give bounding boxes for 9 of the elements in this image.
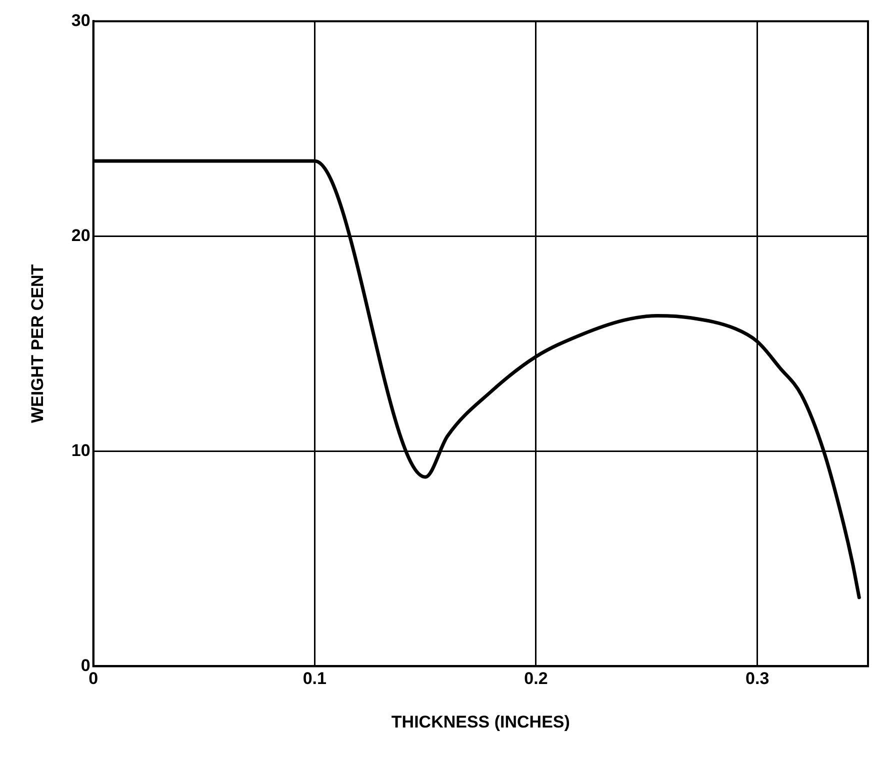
y-tick-label: 0	[80, 656, 90, 675]
y-axis-title: WEIGHT PER CENT	[28, 264, 47, 424]
x-tick-label: 0.1	[302, 669, 326, 688]
y-tick-label: 20	[71, 226, 90, 245]
x-axis-title: THICKNESS (INCHES)	[391, 712, 570, 732]
y-tick-label: 10	[71, 440, 90, 460]
y-tick-label: 30	[71, 10, 90, 30]
x-tick-label: 0.2	[524, 669, 548, 688]
x-tick-label: 0.3	[746, 669, 770, 688]
